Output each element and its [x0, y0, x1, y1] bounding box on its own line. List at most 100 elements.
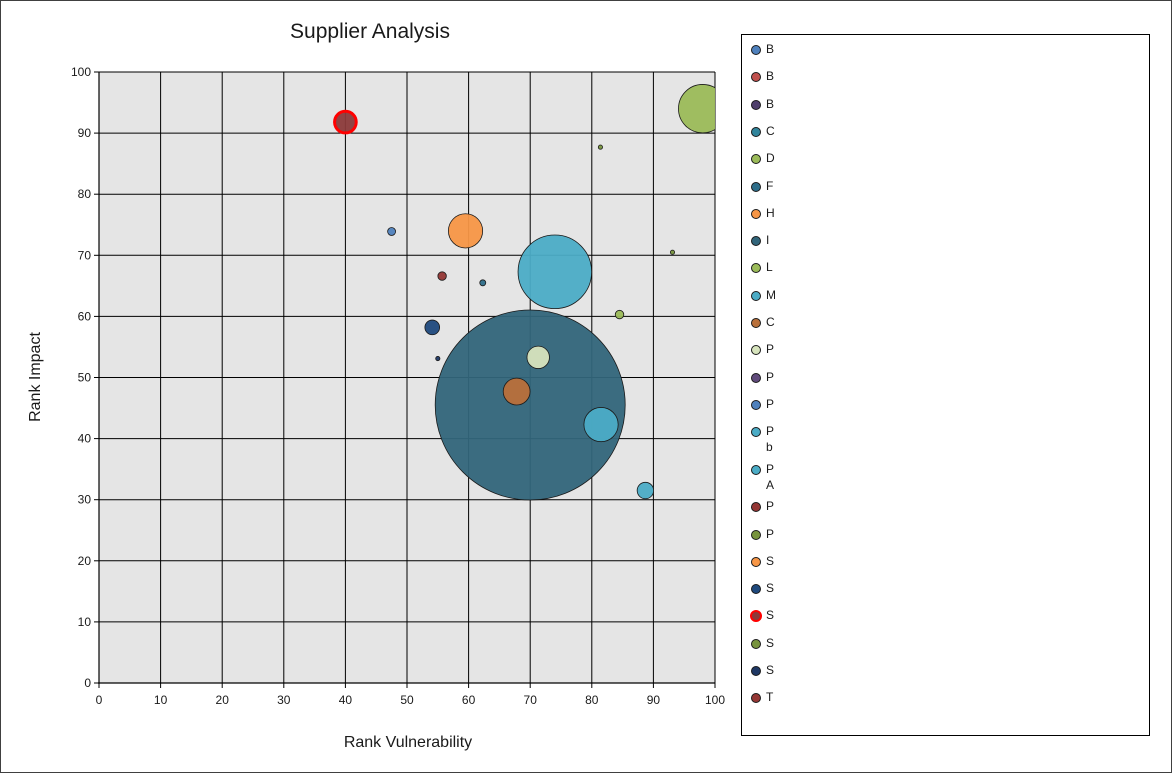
legend-marker — [751, 236, 761, 247]
legend-marker — [751, 126, 761, 137]
legend-item: B — [742, 68, 1149, 88]
legend-marker — [751, 263, 761, 274]
x-tick-label: 90 — [647, 693, 661, 707]
x-tick-label: 100 — [705, 693, 725, 707]
legend-marker — [751, 529, 761, 540]
legend-label: S — [766, 581, 775, 596]
y-axis-label: Rank Impact — [27, 332, 44, 422]
y-tick-label: 0 — [84, 676, 91, 690]
legend-label: P — [766, 342, 775, 357]
x-tick-label: 60 — [462, 693, 476, 707]
legend-label: T — [766, 690, 774, 705]
legend-item: T — [742, 689, 1149, 709]
legend-label: S — [766, 553, 775, 568]
legend-marker — [751, 666, 761, 676]
x-axis-label: Rank Vulnerability — [344, 734, 472, 751]
legend-marker — [751, 181, 761, 192]
legend-label: B — [766, 96, 775, 111]
x-tick-label: 50 — [400, 693, 414, 707]
legend-item: P — [742, 498, 1149, 518]
legend-label: C — [766, 123, 775, 138]
legend-label: H — [766, 205, 775, 220]
y-tick-label: 10 — [78, 615, 92, 629]
y-tick-label: 100 — [71, 65, 91, 79]
bubble — [597, 144, 603, 150]
legend-label: S — [766, 635, 775, 650]
legend-marker — [751, 290, 761, 301]
bubble — [678, 84, 715, 134]
legend-marker — [751, 208, 761, 219]
bubble — [526, 345, 550, 369]
legend-label: F — [766, 178, 774, 193]
legend-marker — [751, 556, 761, 567]
legend-item: H — [742, 205, 1149, 225]
legend-item: S — [742, 553, 1149, 573]
legend-item: B — [742, 96, 1149, 116]
legend-marker — [751, 464, 761, 475]
bubble — [502, 377, 531, 406]
legend-marker — [751, 584, 761, 595]
x-tick-label: 80 — [585, 693, 599, 707]
legend-item: S — [742, 580, 1149, 600]
bubble — [517, 234, 593, 309]
legend-label: P — [766, 499, 775, 514]
legend-item: C — [742, 123, 1149, 143]
y-tick-label: 20 — [78, 554, 92, 568]
bubble — [669, 249, 676, 255]
bubble — [447, 213, 484, 249]
legend-item: F — [742, 178, 1149, 198]
x-tick-label: 30 — [277, 693, 291, 707]
legend-item: L — [742, 259, 1149, 279]
legend-item: M — [742, 287, 1149, 307]
bubble — [479, 279, 487, 287]
legend-marker — [751, 154, 761, 165]
legend-marker — [751, 372, 761, 383]
legend-marker — [751, 345, 761, 356]
x-tick-label: 20 — [216, 693, 230, 707]
legend-label: P — [766, 369, 775, 384]
legend-marker — [751, 318, 761, 328]
x-tick-label: 40 — [339, 693, 353, 707]
x-tick-label: 0 — [96, 693, 103, 707]
legend-marker — [751, 502, 761, 513]
bubble — [333, 109, 358, 135]
legend-item: C — [742, 314, 1149, 334]
legend-item: S — [742, 607, 1149, 627]
legend-label: P b — [766, 424, 775, 455]
legend-label: S — [766, 608, 775, 623]
legend-label: I — [766, 233, 770, 248]
legend-item: P b — [742, 423, 1149, 454]
legend-marker — [751, 72, 761, 83]
legend-label: L — [766, 260, 773, 275]
legend-item: P — [742, 526, 1149, 546]
bubble — [636, 481, 655, 500]
x-tick-label: 70 — [524, 693, 538, 707]
legend-marker — [751, 399, 761, 410]
bubble — [614, 309, 625, 320]
y-tick-label: 50 — [78, 371, 92, 385]
y-tick-label: 80 — [78, 187, 92, 201]
legend-marker — [751, 693, 761, 704]
legend-marker — [751, 427, 761, 438]
chart-title: Supplier Analysis — [290, 20, 450, 43]
legend-label: D — [766, 151, 775, 166]
bubble — [583, 407, 619, 443]
y-tick-label: 60 — [78, 309, 92, 323]
legend-item: D — [742, 150, 1149, 170]
y-tick-label: 30 — [78, 493, 92, 507]
legend-label: B — [766, 69, 775, 84]
legend-item: P — [742, 341, 1149, 361]
legend-marker — [750, 610, 762, 623]
bubble — [435, 356, 441, 362]
legend-item: I — [742, 232, 1149, 252]
legend-item: P A — [742, 461, 1149, 492]
legend-item: B — [742, 41, 1149, 61]
legend-marker — [751, 45, 761, 55]
legend-label: M — [766, 287, 775, 302]
legend-label: S — [766, 663, 775, 677]
y-tick-label: 40 — [78, 432, 92, 446]
legend-item: P — [742, 369, 1149, 389]
legend-marker — [751, 638, 761, 649]
legend-label: P A — [766, 461, 775, 492]
